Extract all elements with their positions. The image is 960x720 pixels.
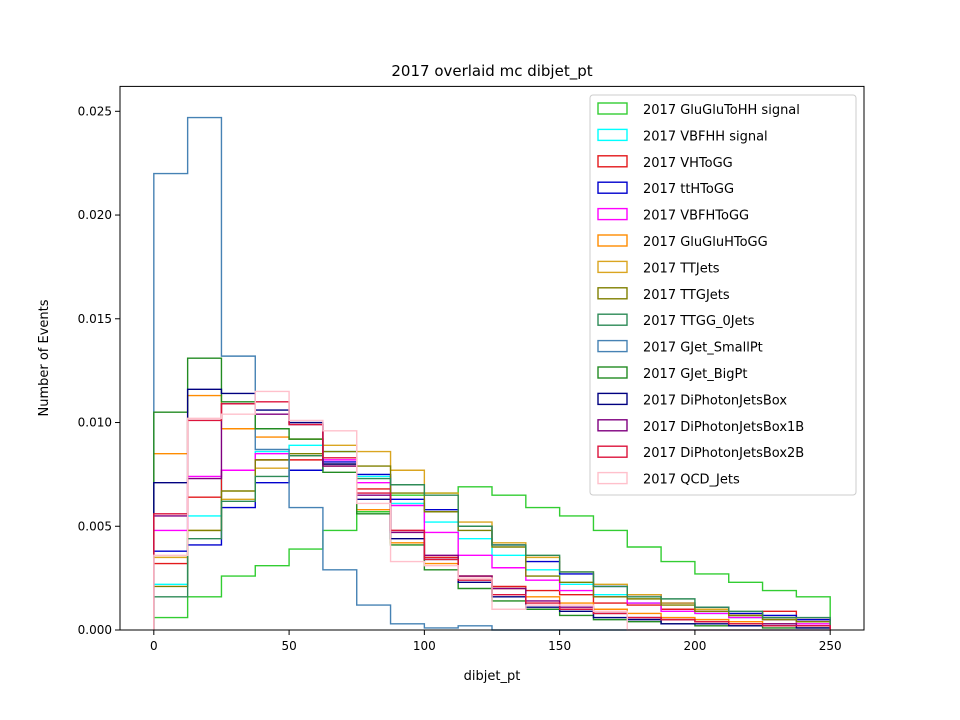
legend-label-9: 2017 TTGG_0Jets — [643, 314, 755, 329]
legend-swatch-8 — [597, 287, 628, 300]
x-axis: 0 50 100 150 200 250 — [150, 630, 842, 653]
legend-label-6: 2017 GluGluHToGG — [643, 235, 768, 250]
legend: 2017 GluGluToHH signal 2017 VBFHH signal 2… — [589, 94, 857, 496]
legend-swatch-11 — [597, 366, 628, 379]
plot-frame — [119, 85, 865, 631]
y-tick-label: 0.025 — [78, 104, 112, 118]
legend-swatch-12 — [597, 392, 628, 406]
legend-swatch-1 — [597, 102, 628, 115]
x-tick-label: 100 — [413, 639, 436, 653]
legend-label-4: 2017 ttHToGG — [643, 182, 734, 197]
legend-swatch-2 — [597, 128, 628, 142]
legend-swatch-5 — [597, 207, 628, 221]
x-axis-label: dibjet_pt — [464, 669, 521, 684]
legend-box — [589, 94, 857, 496]
y-tick-label: 0.005 — [78, 519, 112, 533]
x-tick-label: 250 — [819, 639, 842, 653]
series-step-9 — [153, 455, 831, 630]
legend-swatch-10 — [597, 339, 628, 353]
legend-label-12: 2017 DiPhotonJetsBox — [643, 393, 787, 408]
legend-label-10: 2017 GJet_SmallPt — [643, 341, 763, 356]
legend-label-3: 2017 VHToGG — [643, 156, 733, 171]
legend-label-2: 2017 VBFHH signal — [643, 129, 768, 144]
x-tick-label: 200 — [683, 639, 706, 653]
y-axis: 0.000 0.005 0.010 0.015 0.020 0.025 — [78, 104, 120, 637]
x-tick-label: 150 — [548, 639, 571, 653]
y-tick-label: 0.010 — [78, 416, 112, 430]
x-tick-label: 0 — [150, 639, 158, 653]
y-tick-label: 0.000 — [78, 623, 112, 637]
legend-swatch-15 — [597, 471, 628, 485]
series-step-1 — [153, 486, 831, 630]
legend-label-15: 2017 QCD_Jets — [643, 473, 740, 488]
legend-swatch-9 — [597, 313, 628, 326]
legend-label-14: 2017 DiPhotonJetsBox2B — [643, 446, 804, 461]
y-tick-label: 0.015 — [78, 312, 112, 326]
legend-label-5: 2017 VBFHToGG — [643, 209, 749, 224]
legend-swatch-13 — [597, 419, 628, 432]
legend-swatch-4 — [597, 181, 628, 194]
y-tick-label: 0.020 — [78, 208, 112, 222]
chart-title: 2017 overlaid mc dibjet_pt — [391, 62, 592, 81]
legend-label-13: 2017 DiPhotonJetsBox1B — [643, 420, 804, 435]
legend-label-1: 2017 GluGluToHH signal — [643, 103, 800, 118]
series-step-11 — [153, 357, 831, 630]
legend-label-11: 2017 GJet_BigPt — [643, 367, 747, 382]
legend-swatch-14 — [597, 445, 628, 458]
x-tick-label: 50 — [281, 639, 296, 653]
legend-label-8: 2017 TTGJets — [643, 288, 730, 303]
legend-label-7: 2017 TTJets — [643, 261, 720, 276]
legend-swatch-3 — [597, 155, 628, 168]
legend-swatch-7 — [597, 260, 628, 274]
y-axis-label: Number of Events — [37, 299, 52, 416]
legend-swatch-6 — [597, 234, 628, 247]
